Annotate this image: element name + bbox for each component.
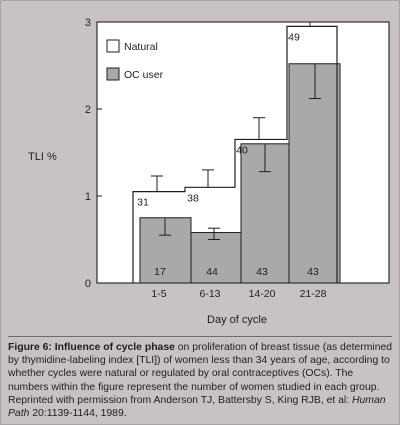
x-tick-label: 14-20 — [249, 288, 276, 300]
natural-n-label: 31 — [137, 197, 149, 209]
caption-divider — [8, 336, 392, 337]
figure-caption: Figure 6: Influence of cycle phase on pr… — [8, 341, 394, 420]
oc-user-n-label: 44 — [206, 266, 218, 278]
caption-body: on proliferation of breast tissue (as de… — [8, 342, 393, 406]
y-tick-label: 1 — [85, 191, 91, 203]
y-tick-label: 3 — [85, 17, 91, 29]
legend-natural-swatch — [106, 39, 120, 53]
tli-step-chart: 0 1 2 3 TLI % 31 38 40 49 17 44 43 43 1-5 6-13 14-20 21-… — [28, 17, 390, 326]
natural-step-line — [132, 25, 338, 283]
x-tick-label: 1-5 — [151, 288, 166, 300]
natural-n-label: 38 — [187, 192, 199, 204]
natural-n-label: 49 — [288, 31, 300, 43]
x-axis-label: Day of cycle — [207, 314, 267, 326]
natural-n-label: 40 — [236, 144, 248, 156]
caption-heading: Figure 6: Influence of cycle phase — [8, 342, 175, 353]
y-tick-label: 2 — [85, 104, 91, 116]
legend-oc-user-swatch — [106, 67, 120, 81]
x-tick-label: 21-28 — [300, 288, 327, 300]
y-axis-label: TLI % — [28, 151, 57, 163]
oc-user-bar — [288, 63, 341, 284]
oc-user-n-label: 17 — [154, 266, 166, 278]
oc-user-n-label: 43 — [307, 266, 319, 278]
legend-oc-user-label: OC user — [124, 69, 164, 81]
caption-journal: Human Path — [8, 394, 386, 420]
legend-natural-label: Natural — [124, 41, 158, 53]
oc-user-n-label: 43 — [256, 266, 268, 278]
y-tick-label: 0 — [85, 278, 91, 290]
caption-citation: 20:1139-1144, 1989. — [29, 408, 127, 420]
x-tick-label: 6-13 — [199, 288, 220, 300]
